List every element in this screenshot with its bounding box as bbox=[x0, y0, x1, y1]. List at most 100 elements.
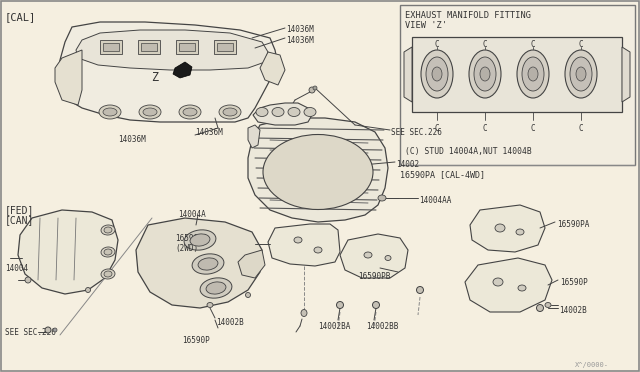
Ellipse shape bbox=[495, 224, 505, 232]
Ellipse shape bbox=[104, 271, 112, 277]
Text: C: C bbox=[531, 124, 535, 133]
Ellipse shape bbox=[223, 108, 237, 116]
Polygon shape bbox=[248, 118, 388, 222]
Polygon shape bbox=[340, 234, 408, 278]
Bar bbox=[217, 43, 233, 51]
Ellipse shape bbox=[314, 247, 322, 253]
Text: 14036M: 14036M bbox=[286, 36, 314, 45]
Text: [CAN]: [CAN] bbox=[5, 215, 35, 225]
Polygon shape bbox=[253, 103, 312, 125]
Ellipse shape bbox=[517, 50, 549, 98]
Ellipse shape bbox=[528, 67, 538, 81]
Polygon shape bbox=[238, 250, 265, 278]
Text: Z: Z bbox=[152, 71, 159, 83]
Ellipse shape bbox=[207, 302, 213, 308]
Text: 16590P: 16590P bbox=[560, 278, 588, 287]
Text: 14002B: 14002B bbox=[559, 306, 587, 315]
Ellipse shape bbox=[206, 282, 226, 294]
Ellipse shape bbox=[522, 57, 544, 91]
Bar bbox=[412, 37, 622, 112]
Bar bbox=[141, 43, 157, 51]
Ellipse shape bbox=[378, 195, 386, 201]
Text: [CAL]: [CAL] bbox=[5, 12, 36, 22]
Ellipse shape bbox=[426, 57, 448, 91]
Text: (C) STUD 14004A,NUT 14004B: (C) STUD 14004A,NUT 14004B bbox=[405, 147, 532, 156]
Polygon shape bbox=[55, 50, 82, 105]
Text: 14036M: 14036M bbox=[195, 128, 223, 137]
Polygon shape bbox=[76, 30, 268, 70]
Ellipse shape bbox=[545, 302, 551, 308]
Ellipse shape bbox=[25, 277, 31, 283]
Ellipse shape bbox=[246, 292, 250, 298]
Ellipse shape bbox=[184, 230, 216, 250]
Ellipse shape bbox=[493, 278, 503, 286]
Polygon shape bbox=[404, 47, 412, 102]
Ellipse shape bbox=[294, 237, 302, 243]
Text: 14002: 14002 bbox=[396, 160, 419, 169]
Ellipse shape bbox=[101, 225, 115, 235]
Ellipse shape bbox=[139, 105, 161, 119]
Ellipse shape bbox=[183, 108, 197, 116]
Polygon shape bbox=[58, 22, 278, 122]
Ellipse shape bbox=[104, 227, 112, 233]
Ellipse shape bbox=[103, 108, 117, 116]
Text: 16590P: 16590P bbox=[182, 336, 210, 345]
Bar bbox=[138, 40, 160, 54]
Ellipse shape bbox=[432, 67, 442, 81]
Text: 14004AA: 14004AA bbox=[419, 196, 451, 205]
Text: C: C bbox=[531, 40, 535, 49]
Ellipse shape bbox=[263, 135, 373, 209]
Ellipse shape bbox=[179, 105, 201, 119]
Text: 16590PA: 16590PA bbox=[175, 234, 207, 243]
Text: EXHAUST MANIFOLD FITTING: EXHAUST MANIFOLD FITTING bbox=[405, 11, 531, 20]
Polygon shape bbox=[18, 210, 118, 294]
Ellipse shape bbox=[516, 229, 524, 235]
Text: 14002B: 14002B bbox=[216, 318, 244, 327]
Ellipse shape bbox=[198, 258, 218, 270]
Text: C: C bbox=[435, 40, 439, 49]
Ellipse shape bbox=[372, 301, 380, 308]
Text: C: C bbox=[579, 124, 583, 133]
Text: SEE SEC.226: SEE SEC.226 bbox=[5, 328, 56, 337]
Ellipse shape bbox=[104, 249, 112, 255]
Ellipse shape bbox=[364, 252, 372, 258]
Ellipse shape bbox=[101, 247, 115, 257]
Ellipse shape bbox=[288, 108, 300, 116]
Bar bbox=[179, 43, 195, 51]
Text: VIEW 'Z': VIEW 'Z' bbox=[405, 21, 447, 30]
Bar bbox=[214, 40, 236, 54]
Ellipse shape bbox=[421, 50, 453, 98]
Ellipse shape bbox=[86, 288, 90, 292]
Ellipse shape bbox=[576, 67, 586, 81]
Bar bbox=[103, 43, 119, 51]
Ellipse shape bbox=[99, 105, 121, 119]
Ellipse shape bbox=[190, 234, 210, 246]
Polygon shape bbox=[260, 52, 285, 85]
Polygon shape bbox=[268, 224, 340, 266]
Ellipse shape bbox=[480, 67, 490, 81]
Ellipse shape bbox=[200, 278, 232, 298]
Ellipse shape bbox=[53, 328, 57, 332]
Text: 14004: 14004 bbox=[5, 264, 28, 273]
Ellipse shape bbox=[385, 256, 391, 260]
Polygon shape bbox=[622, 47, 630, 102]
Polygon shape bbox=[465, 258, 552, 312]
Text: [FED]: [FED] bbox=[5, 205, 35, 215]
Ellipse shape bbox=[518, 285, 526, 291]
Ellipse shape bbox=[192, 254, 224, 274]
Text: 14036M: 14036M bbox=[118, 135, 146, 144]
Text: 16590PB: 16590PB bbox=[358, 272, 390, 281]
Ellipse shape bbox=[304, 108, 316, 116]
Text: 14002BA: 14002BA bbox=[318, 322, 350, 331]
Text: 14002BB: 14002BB bbox=[366, 322, 398, 331]
Polygon shape bbox=[136, 218, 262, 308]
Text: C: C bbox=[579, 40, 583, 49]
Text: 14036M: 14036M bbox=[286, 25, 314, 34]
Polygon shape bbox=[173, 62, 192, 78]
Text: SEE SEC.226: SEE SEC.226 bbox=[391, 128, 442, 137]
Ellipse shape bbox=[570, 57, 592, 91]
Ellipse shape bbox=[536, 305, 543, 311]
Ellipse shape bbox=[272, 108, 284, 116]
Text: C: C bbox=[483, 124, 487, 133]
Polygon shape bbox=[470, 205, 545, 252]
